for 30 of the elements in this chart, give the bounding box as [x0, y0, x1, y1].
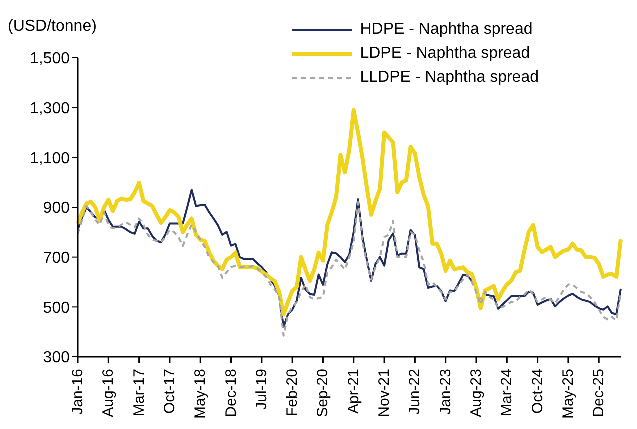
y-tick-label: 1,100 [30, 150, 70, 168]
x-tick-label: Oct-24 [529, 369, 546, 414]
x-tick-label: Apr-21 [345, 369, 362, 414]
x-tick-label: Jan-23 [437, 369, 454, 415]
x-tick-label: Nov-21 [376, 369, 394, 418]
x-tick-label: Mar-24 [498, 369, 516, 417]
y-tick-label: 900 [43, 200, 70, 218]
x-tick-label: May-18 [192, 369, 210, 420]
y-axis-title: (USD/tonne) [8, 18, 97, 36]
x-tick-label: Aug-23 [468, 369, 485, 418]
x-tick-label: May-25 [560, 369, 577, 420]
y-tick-label: 1,300 [30, 100, 70, 118]
x-tick-label: Mar-17 [130, 369, 148, 417]
y-tick-label: 500 [43, 300, 70, 317]
x-tick-label: Dec-18 [222, 369, 240, 418]
x-tick-label: Aug-16 [100, 369, 118, 418]
x-tick-label: Jan-16 [70, 369, 86, 415]
y-tick-label: 1,500 [30, 50, 70, 68]
x-tick-label: Jul-19 [253, 369, 270, 410]
x-tick-label: Jun-22 [406, 369, 424, 415]
legend-label: LLDPE - Naphtha spread [360, 69, 539, 87]
legend-label: LDPE - Naphtha spread [360, 45, 530, 63]
x-tick-label: Dec-25 [590, 369, 608, 418]
x-tick-label: Sep-20 [314, 369, 332, 418]
legend-label: HDPE - Naphtha spread [360, 21, 533, 39]
line-series [76, 108, 623, 317]
x-tick-label: Oct-17 [161, 369, 178, 414]
y-tick-label: 700 [43, 250, 70, 268]
y-tick-label: 300 [43, 350, 70, 367]
x-tick-label: Feb-20 [284, 369, 302, 417]
